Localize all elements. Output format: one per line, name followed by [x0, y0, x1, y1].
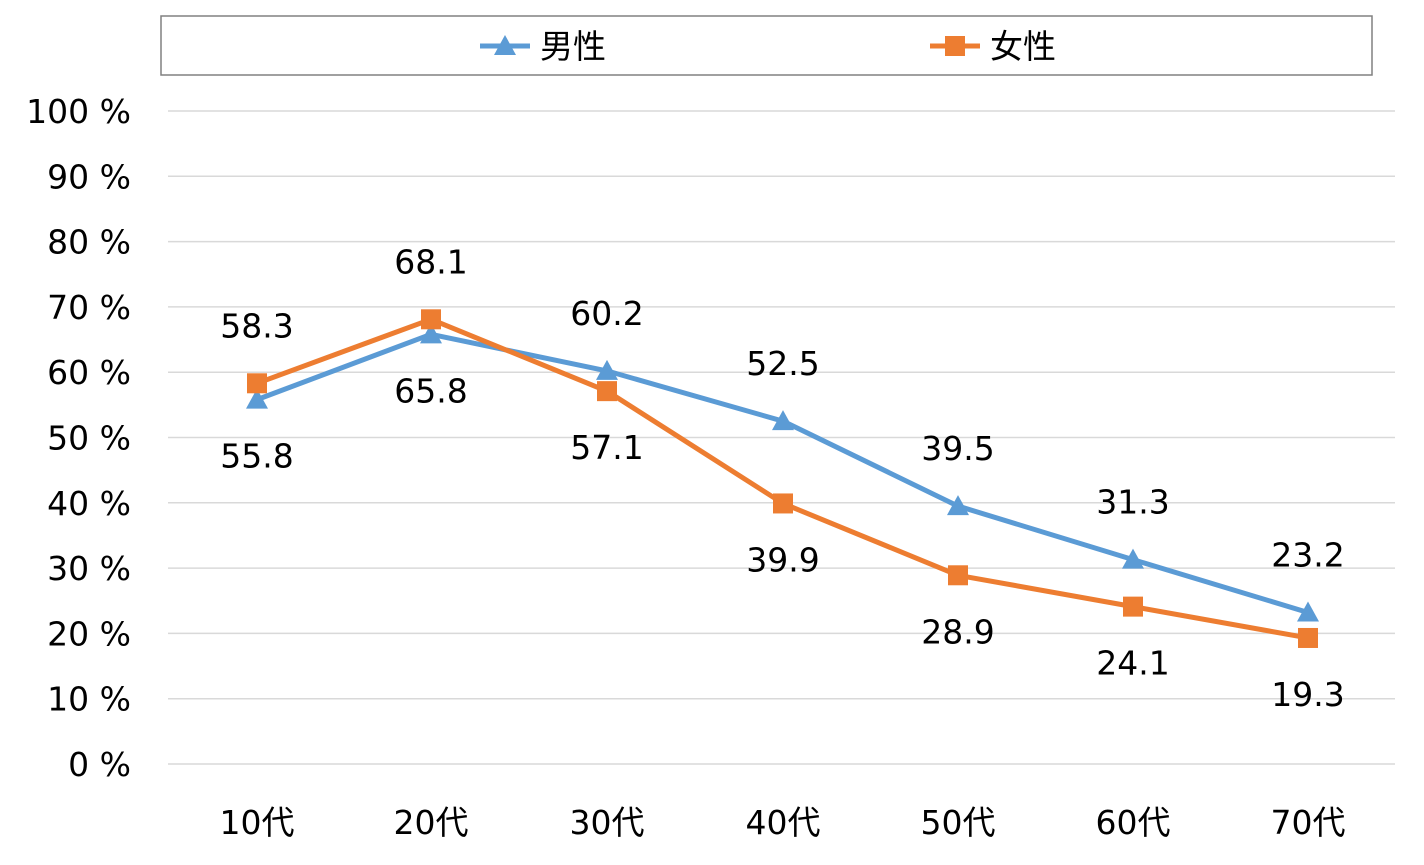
legend-box [160, 15, 1373, 76]
series-1 [246, 323, 1319, 622]
x-tick-label: 20代 [394, 803, 469, 842]
square-marker [421, 309, 441, 330]
data-label: 57.1 [570, 428, 643, 467]
data-label: 28.9 [921, 612, 994, 651]
triangle-marker [596, 359, 618, 380]
x-tick-label: 70代 [1271, 803, 1346, 842]
data-label: 55.8 [220, 437, 293, 476]
legend-square-marker [945, 36, 965, 56]
triangle-marker [772, 410, 794, 431]
data-label: 39.9 [746, 540, 819, 579]
data-label: 60.2 [570, 294, 643, 333]
triangle-marker [246, 388, 268, 409]
square-marker [247, 373, 267, 394]
x-tick-label: 60代 [1096, 803, 1171, 842]
triangle-marker [947, 495, 969, 516]
data-label: 68.1 [394, 242, 467, 281]
x-tick-label: 30代 [570, 803, 645, 842]
gridlines [168, 110, 1395, 765]
data-label: 23.2 [1271, 536, 1344, 575]
legend: 男性 女性 [160, 15, 1373, 76]
square-marker [597, 381, 617, 402]
y-tick-label: 70 % [47, 288, 131, 327]
y-tick-label: 100 % [26, 92, 131, 131]
data-label: 24.1 [1096, 644, 1169, 683]
y-tick-label: 40 % [47, 484, 131, 523]
data-label: 52.5 [746, 344, 819, 383]
legend-triangle-marker [494, 35, 516, 55]
square-marker [1298, 627, 1318, 648]
data-label: 31.3 [1096, 483, 1169, 522]
y-axis-ticks: 0 % 10 % 20 % 30 % 40 % 50 % 60 % 70 % 80 % 90 % 1… [26, 92, 131, 784]
data-label: 39.5 [921, 429, 994, 468]
data-labels: 55.8 65.8 60.2 52.5 39.5 31.3 23.2 58.3 68.1 57.1… [220, 242, 1344, 714]
series-group [246, 309, 1319, 648]
y-tick-label: 0 % [68, 745, 131, 784]
square-marker [948, 565, 968, 586]
x-tick-label: 40代 [746, 803, 821, 842]
y-tick-label: 60 % [47, 353, 131, 392]
legend-label: 男性 [540, 27, 606, 66]
x-tick-label: 10代 [220, 803, 295, 842]
y-tick-label: 80 % [47, 223, 131, 262]
y-tick-label: 30 % [47, 549, 131, 588]
data-label: 19.3 [1271, 675, 1344, 714]
triangle-marker [1297, 601, 1319, 622]
y-tick-label: 50 % [47, 419, 131, 458]
y-tick-label: 90 % [47, 157, 131, 196]
triangle-marker [420, 323, 442, 344]
data-label: 65.8 [394, 371, 467, 410]
data-label: 58.3 [220, 306, 293, 345]
triangle-marker [1122, 548, 1144, 569]
x-tick-label: 50代 [921, 803, 996, 842]
square-marker [773, 493, 793, 514]
y-tick-label: 10 % [47, 680, 131, 719]
x-axis-ticks: 10代 20代 30代 40代 50代 60代 70代 [220, 803, 1346, 842]
square-marker [1123, 596, 1143, 617]
legend-label: 女性 [990, 27, 1056, 66]
y-tick-label: 20 % [47, 614, 131, 653]
series-2 [247, 309, 1318, 648]
